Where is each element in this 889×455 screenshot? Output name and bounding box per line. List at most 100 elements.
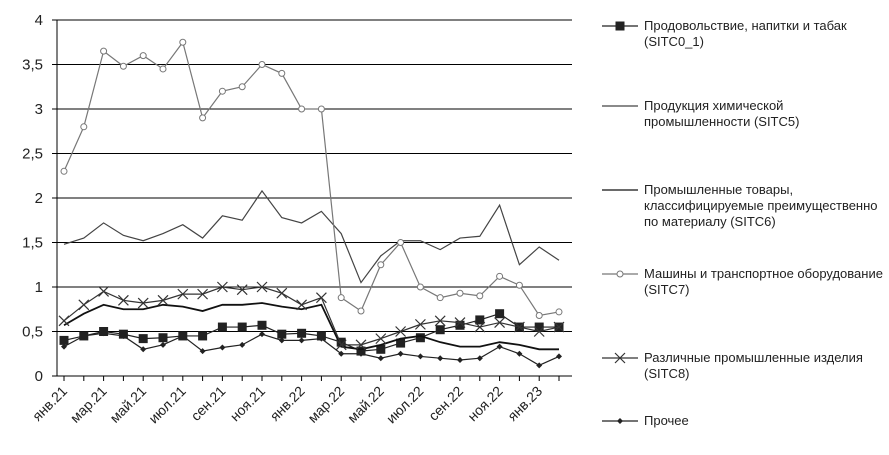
marker <box>139 52 147 60</box>
legend-item: Машины и транспортное оборудование (SITC… <box>600 266 885 298</box>
marker <box>60 167 68 175</box>
marker <box>100 47 108 55</box>
marker <box>534 322 544 332</box>
marker <box>61 343 67 350</box>
marker <box>357 307 365 315</box>
marker <box>199 114 207 122</box>
marker <box>397 350 404 357</box>
marker <box>397 239 405 246</box>
legend-item: Продукция химической промышленности (SIT… <box>600 98 885 130</box>
marker <box>98 286 110 297</box>
marker <box>198 331 208 341</box>
marker <box>434 315 446 327</box>
legend-item: Различные промышленные изделия (SITC8) <box>600 350 885 382</box>
legend-swatch <box>602 105 638 107</box>
marker <box>137 297 149 309</box>
y-tick-label: 3 <box>35 101 43 118</box>
marker <box>259 331 265 338</box>
marker <box>179 332 186 339</box>
legend-swatch <box>602 352 638 364</box>
marker <box>435 325 445 335</box>
marker <box>317 105 325 113</box>
marker <box>535 311 543 319</box>
marker <box>457 356 463 363</box>
x-tick-label: мар.21 <box>67 383 110 426</box>
x-tick-label: янв.22 <box>267 383 308 424</box>
marker <box>515 281 523 289</box>
legend-label: Машины и транспортное оборудование (SITC… <box>644 266 883 297</box>
series-line <box>63 40 560 317</box>
marker <box>536 362 543 369</box>
marker <box>78 299 90 311</box>
marker <box>335 339 347 351</box>
x-tick-label: май.22 <box>344 383 387 426</box>
marker <box>58 315 70 327</box>
y-tick-label: 0 <box>35 368 43 385</box>
marker <box>617 418 623 424</box>
marker <box>277 329 287 339</box>
marker <box>358 350 364 357</box>
legend-item: Продовольствие, напитки и табак (SITC0_1… <box>600 18 885 50</box>
marker <box>455 320 465 330</box>
marker <box>257 320 267 330</box>
legend-swatch <box>602 270 638 278</box>
marker <box>437 355 444 362</box>
marker <box>238 83 246 91</box>
marker <box>516 350 523 357</box>
marker <box>476 292 484 300</box>
x-tick-label: мар.22 <box>304 383 347 426</box>
marker <box>239 341 246 348</box>
marker <box>496 343 503 350</box>
marker <box>553 321 565 333</box>
marker <box>513 321 525 333</box>
marker <box>278 69 286 77</box>
series-line <box>63 302 559 351</box>
legend-label: Продукция химической промышленности (SIT… <box>644 98 800 129</box>
marker <box>315 292 327 304</box>
marker <box>494 317 506 329</box>
marker <box>80 123 88 131</box>
marker <box>278 337 285 344</box>
y-tick-label: 4 <box>35 12 43 29</box>
marker <box>199 348 206 355</box>
marker <box>495 309 505 319</box>
marker <box>258 61 266 68</box>
marker <box>355 339 367 351</box>
marker <box>476 355 483 362</box>
marker <box>80 332 87 339</box>
legend-swatch <box>602 189 638 191</box>
y-tick-label: 1 <box>35 279 43 296</box>
marker <box>337 294 345 302</box>
marker <box>414 318 426 330</box>
marker <box>556 353 562 360</box>
legend-item: Промышленные товары, классифицируемые пр… <box>600 182 885 230</box>
marker <box>119 62 127 70</box>
marker <box>298 337 305 344</box>
marker <box>616 270 624 278</box>
y-tick-label: 1,5 <box>22 235 43 252</box>
marker <box>179 38 187 46</box>
series-line <box>63 332 560 366</box>
marker <box>376 344 386 354</box>
marker <box>216 281 228 293</box>
marker <box>474 321 486 333</box>
x-tick-label: май.21 <box>106 383 149 426</box>
y-tick-label: 0,5 <box>22 324 43 341</box>
y-tick-label: 2,5 <box>22 146 43 163</box>
marker <box>218 87 226 95</box>
series-line <box>63 286 560 346</box>
marker <box>377 355 384 362</box>
marker <box>375 333 387 345</box>
marker <box>296 299 308 311</box>
marker <box>236 284 248 296</box>
legend-swatch <box>602 21 638 31</box>
legend-label: Продовольствие, напитки и табак (SITC0_1… <box>644 18 847 49</box>
legend-label: Промышленные товары, классифицируемые пр… <box>644 182 878 229</box>
marker <box>555 308 563 316</box>
marker <box>415 333 425 343</box>
marker <box>159 65 167 73</box>
marker <box>219 344 226 351</box>
marker <box>436 294 444 302</box>
marker <box>336 337 346 347</box>
marker <box>318 335 325 342</box>
